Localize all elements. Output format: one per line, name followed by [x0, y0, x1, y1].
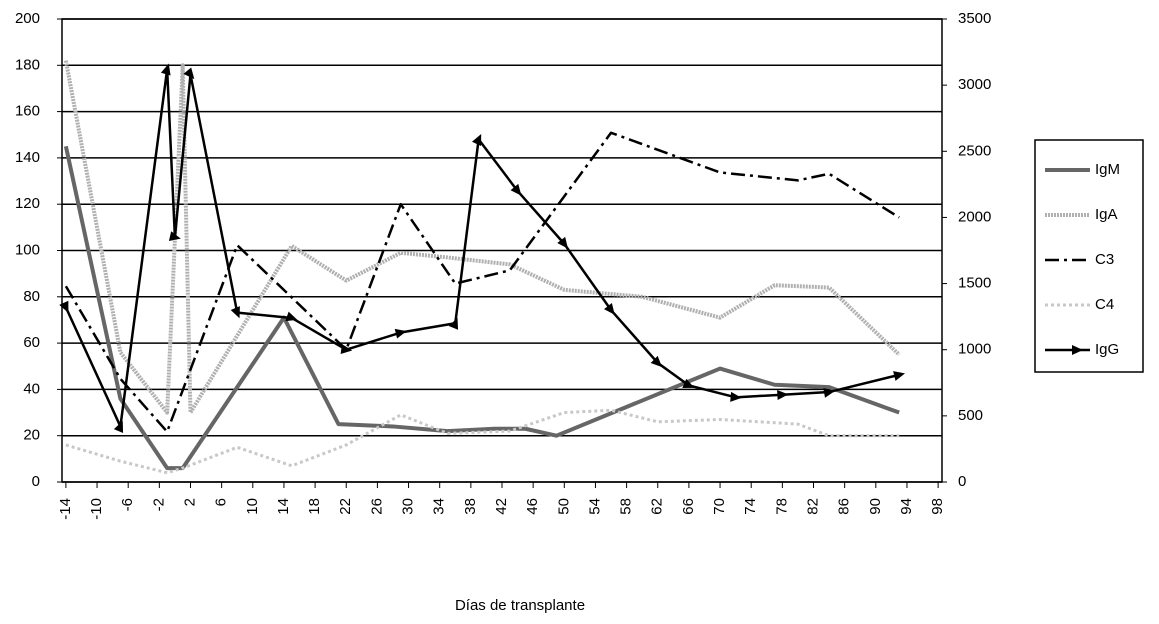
x-tick-label: 34 [431, 498, 448, 515]
x-tick-label: 82 [804, 498, 821, 515]
x-tick-label: 18 [306, 498, 323, 515]
x-tick-label: 86 [836, 498, 853, 515]
y-tick-label: 40 [23, 380, 40, 397]
series-marker [160, 63, 171, 76]
y2-tick-label: 500 [958, 407, 983, 424]
x-tick-label: 26 [368, 498, 385, 515]
x-tick-label: -2 [150, 498, 167, 511]
y2-tick-label: 3000 [958, 76, 991, 93]
legend-marker [1072, 345, 1083, 355]
x-tick-label: 42 [493, 498, 510, 515]
series-marker [448, 317, 459, 330]
series-line [65, 408, 900, 475]
x-tick-label: 98 [929, 498, 946, 515]
series-line [63, 60, 901, 415]
y2-tick-label: 2500 [958, 142, 991, 159]
y2-tick-label: 2000 [958, 208, 991, 225]
series-marker [471, 133, 482, 147]
series-marker [893, 371, 905, 381]
series-marker [394, 328, 407, 339]
x-tick-label: 54 [586, 498, 603, 515]
y2-tick-label: 0 [958, 473, 966, 490]
series-marker [650, 355, 663, 368]
series-marker [113, 420, 124, 433]
series-marker [682, 378, 695, 388]
series-marker [183, 67, 195, 80]
y2-tick-label: 1000 [958, 341, 991, 358]
y-tick-label: 60 [23, 334, 40, 351]
x-tick-label: 6 [213, 498, 230, 506]
y-tick-label: 120 [15, 195, 40, 212]
series-line [64, 131, 900, 433]
series-marker [557, 236, 569, 249]
x-tick-label: 46 [524, 498, 541, 515]
series-marker [823, 387, 835, 398]
y-tick-label: 200 [15, 10, 40, 27]
y-tick-label: 20 [23, 427, 40, 444]
x-tick-label: 10 [244, 498, 261, 515]
x-tick-label: 30 [400, 498, 417, 515]
y-tick-label: 100 [15, 241, 40, 258]
x-tick-label: 66 [680, 498, 697, 515]
series-marker [340, 344, 353, 355]
series-marker [59, 300, 69, 313]
legend-box [1034, 139, 1144, 373]
x-tick-label: 50 [555, 498, 572, 515]
x-tick-label: 78 [773, 498, 790, 515]
y2-tick-label: 1500 [958, 275, 991, 292]
x-tick-label: 2 [181, 498, 198, 506]
x-tick-label: 14 [275, 498, 292, 515]
legend-label: IgM [1095, 161, 1120, 178]
y-tick-label: 140 [15, 149, 40, 166]
x-tick-label: 58 [618, 498, 635, 515]
series-line [64, 68, 900, 428]
x-tick-label: -14 [57, 498, 74, 520]
y-tick-label: 160 [15, 103, 40, 120]
x-tick-label: 90 [867, 498, 884, 515]
series-marker [285, 311, 298, 322]
series-line [63, 145, 900, 471]
y-tick-label: 180 [15, 56, 40, 73]
x-tick-label: 38 [462, 498, 479, 515]
series-marker [604, 303, 615, 315]
y2-tick-label: 3500 [958, 10, 991, 27]
y-tick-label: 0 [32, 473, 40, 490]
series-marker [230, 306, 240, 319]
series-marker [510, 183, 522, 196]
x-tick-label: -6 [119, 498, 136, 511]
x-tick-label: 94 [898, 498, 915, 515]
legend-label: C4 [1095, 296, 1114, 313]
x-tick-label: 74 [742, 498, 759, 515]
x-tick-label: 62 [649, 498, 666, 515]
series-marker [730, 391, 742, 402]
x-axis-title: Días de transplante [455, 597, 585, 614]
series-marker [777, 389, 789, 400]
legend-label: IgG [1095, 341, 1119, 358]
y-tick-label: 80 [23, 288, 40, 305]
series-marker [168, 231, 181, 242]
plot-frame [61, 18, 943, 483]
x-tick-label: -10 [88, 498, 105, 520]
legend-label: IgA [1095, 206, 1118, 223]
legend-label: C3 [1095, 251, 1114, 268]
x-tick-label: 70 [711, 498, 728, 515]
x-tick-label: 22 [337, 498, 354, 515]
